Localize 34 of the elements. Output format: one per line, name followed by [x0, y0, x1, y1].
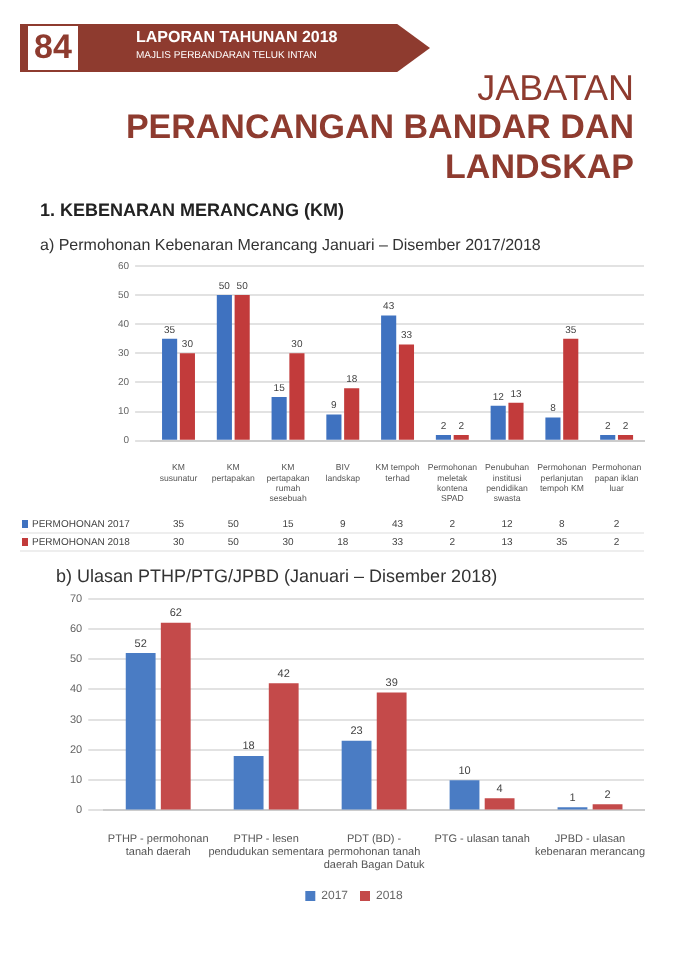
bar — [234, 295, 250, 440]
bar — [490, 405, 506, 440]
bar — [268, 683, 299, 810]
bar — [592, 804, 623, 810]
text: 1. KEBENARAN MERANCANG (KM) — [40, 200, 344, 220]
bar — [449, 780, 480, 810]
bar — [563, 338, 579, 440]
bar — [398, 344, 415, 440]
bar — [617, 434, 634, 440]
text: LAPORAN TAHUNAN 2018 — [136, 28, 338, 46]
bar — [160, 622, 191, 810]
bar — [545, 417, 561, 440]
bar — [600, 434, 616, 440]
bar — [125, 653, 156, 810]
chart-title: b) Ulasan PTHP/PTG/JPBD (Januari – Disember 2018) — [56, 566, 500, 586]
bar — [162, 338, 178, 440]
text: 84 — [28, 26, 78, 70]
bar — [216, 295, 232, 440]
text: PERANCANGAN BANDAR DAN LANDSKAP — [123, 108, 634, 188]
bar — [453, 434, 469, 440]
text: JABATAN — [477, 68, 634, 110]
bar — [341, 740, 372, 810]
bar — [271, 397, 287, 440]
chart-title: a) Permohonan Kebenaran Merancang Januari – Disember 2017/2018 — [40, 236, 543, 254]
bar — [344, 388, 360, 440]
bar — [381, 315, 397, 440]
bar — [289, 353, 305, 440]
bar — [484, 798, 515, 810]
bar — [233, 755, 264, 810]
bar — [326, 414, 342, 440]
bar — [376, 692, 407, 810]
bar — [179, 353, 195, 440]
bar — [435, 434, 451, 440]
bar — [508, 402, 524, 440]
